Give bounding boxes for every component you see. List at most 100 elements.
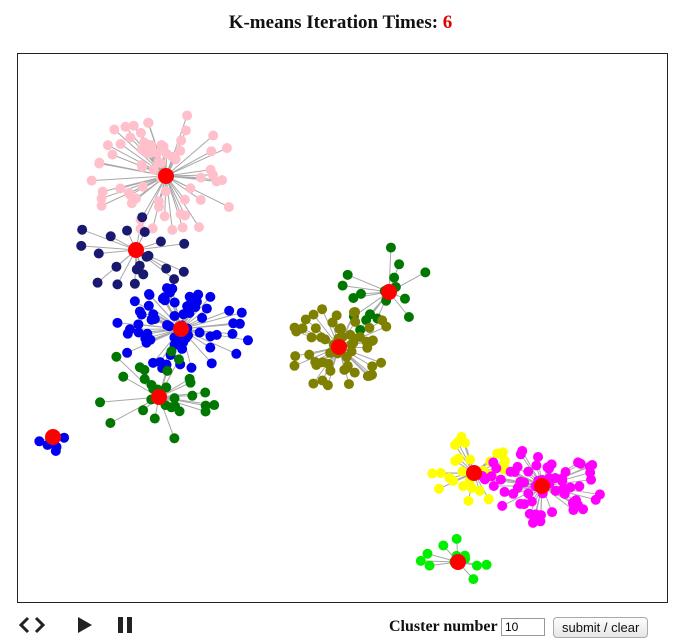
data-point — [153, 196, 164, 207]
cluster-edge — [158, 396, 206, 412]
play-icon[interactable] — [72, 612, 96, 638]
data-point — [177, 222, 188, 233]
data-point — [137, 212, 148, 223]
cluster-centroid — [450, 554, 466, 570]
data-point — [195, 172, 206, 183]
data-point — [95, 397, 106, 408]
data-point — [161, 148, 172, 159]
data-point — [50, 445, 61, 456]
data-point — [367, 335, 378, 346]
data-point — [176, 135, 187, 146]
data-point — [362, 371, 373, 382]
data-point — [341, 351, 352, 362]
data-point — [175, 145, 186, 156]
data-point — [137, 181, 148, 192]
data-point — [453, 453, 464, 464]
data-point — [76, 240, 87, 251]
data-point — [526, 496, 537, 507]
cluster-centroid — [331, 339, 347, 355]
data-point — [194, 327, 205, 338]
data-point — [342, 360, 353, 371]
data-point — [136, 309, 147, 320]
data-point — [139, 374, 150, 385]
data-point — [205, 291, 216, 302]
data-point — [481, 559, 492, 570]
data-point — [178, 337, 189, 348]
data-point — [122, 225, 133, 236]
submit-clear-button[interactable]: submit / clear — [553, 617, 649, 638]
data-point — [155, 236, 166, 247]
data-point — [179, 238, 190, 249]
cluster-centroid — [45, 429, 61, 445]
data-point — [166, 346, 177, 357]
iteration-title-label: K-means Iteration Times: — [228, 12, 439, 33]
cluster-graph-canvas[interactable] — [17, 53, 668, 603]
data-point — [527, 517, 538, 528]
cluster-edge — [140, 175, 167, 220]
data-point — [139, 364, 150, 375]
data-point — [343, 379, 354, 390]
cluster-centroid — [381, 284, 397, 300]
cluster-edge — [102, 175, 167, 193]
cluster-edge — [165, 175, 173, 230]
data-point — [365, 309, 376, 320]
data-point — [349, 367, 360, 378]
data-point — [523, 488, 534, 499]
data-point — [200, 406, 211, 417]
data-point — [93, 248, 104, 259]
data-point — [420, 267, 431, 278]
data-point — [471, 560, 482, 571]
data-point — [231, 348, 242, 359]
data-point — [174, 406, 185, 417]
data-point — [139, 227, 150, 238]
data-point — [350, 307, 361, 318]
cluster-number-input[interactable] — [501, 618, 545, 636]
data-point — [389, 272, 400, 283]
expand-collapse-icon[interactable] — [16, 612, 48, 638]
data-point — [377, 315, 388, 326]
data-point — [178, 309, 189, 320]
data-point — [427, 468, 438, 479]
data-point — [148, 357, 159, 368]
data-point — [148, 164, 159, 175]
data-point — [524, 508, 535, 519]
data-point — [367, 361, 378, 372]
data-point — [224, 305, 235, 316]
data-point — [206, 146, 217, 157]
data-point — [156, 140, 167, 151]
cluster-centroid — [158, 168, 174, 184]
data-point — [197, 312, 208, 323]
data-point — [115, 138, 126, 149]
data-point — [102, 140, 113, 151]
cluster-edge — [165, 150, 212, 177]
data-point — [141, 251, 152, 262]
cluster-edge — [91, 175, 167, 182]
data-point — [109, 124, 120, 135]
data-point — [574, 481, 585, 492]
data-point — [399, 293, 410, 304]
data-point — [546, 459, 557, 470]
data-point — [483, 494, 494, 505]
data-point — [205, 342, 216, 353]
data-point — [550, 485, 561, 496]
data-point — [201, 303, 212, 314]
iteration-title: K-means Iteration Times: 6 — [0, 12, 681, 34]
data-point — [185, 377, 196, 388]
data-point — [590, 494, 601, 505]
data-point — [153, 157, 164, 168]
data-point — [354, 332, 365, 343]
data-point — [133, 327, 144, 338]
data-point — [178, 266, 189, 277]
data-point — [77, 224, 88, 235]
data-point — [34, 436, 45, 447]
data-point — [523, 466, 534, 477]
data-point — [559, 488, 570, 499]
data-point — [456, 431, 467, 442]
data-point — [128, 120, 139, 131]
data-point — [209, 400, 220, 411]
cluster-graph-svg[interactable] — [18, 54, 668, 603]
data-point — [342, 269, 353, 280]
cluster-centroid — [534, 478, 550, 494]
data-point — [310, 323, 321, 334]
pause-icon[interactable] — [113, 612, 137, 638]
